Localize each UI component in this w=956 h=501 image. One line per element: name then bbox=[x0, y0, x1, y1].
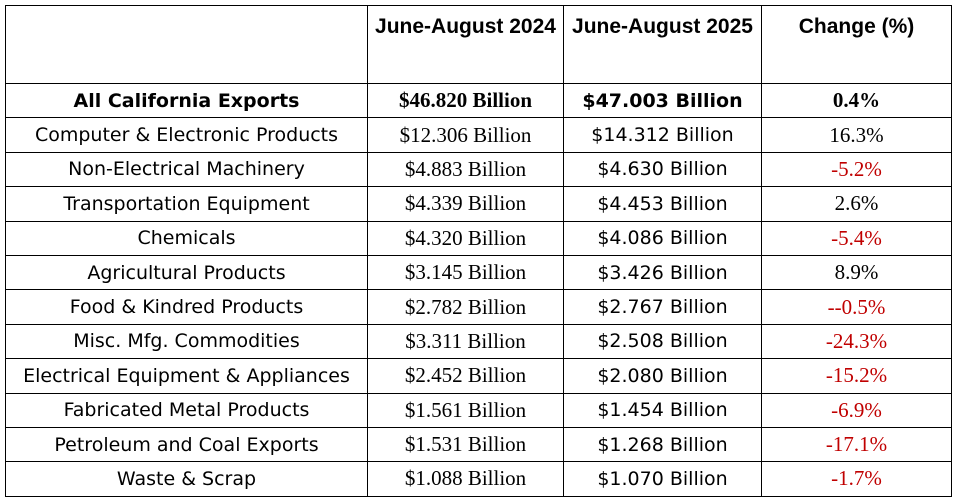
value-2025-cell: $4.630 Billion bbox=[563, 151, 762, 188]
change-cell: 0.4% bbox=[761, 82, 952, 119]
value-2025-cell: $3.426 Billion bbox=[563, 254, 762, 291]
category-cell: Fabricated Metal Products bbox=[5, 392, 368, 428]
value-2025-cell: $1.070 Billion bbox=[563, 461, 762, 497]
value-2025-cell: $2.508 Billion bbox=[563, 323, 762, 360]
value-2025-cell: $1.454 Billion bbox=[563, 392, 762, 428]
value-2024-cell: $1.561 Billion bbox=[367, 392, 564, 428]
category-cell: Non-Electrical Machinery bbox=[5, 151, 368, 188]
change-cell: -5.4% bbox=[761, 220, 952, 256]
header-row: June-August 2024 June-August 2025 Change… bbox=[5, 5, 952, 84]
category-cell: Misc. Mfg. Commodities bbox=[5, 323, 368, 360]
value-2024-cell: $4.320 Billion bbox=[367, 220, 564, 256]
value-2024-cell: $1.531 Billion bbox=[367, 426, 564, 463]
header-period-2025: June-August 2025 bbox=[563, 5, 762, 84]
category-cell: Agricultural Products bbox=[5, 254, 368, 291]
category-cell: Waste & Scrap bbox=[5, 461, 368, 497]
table-row: Chemicals $4.320 Billion $4.086 Billion … bbox=[5, 220, 952, 256]
change-cell: -5.2% bbox=[761, 151, 952, 188]
header-period-2024: June-August 2024 bbox=[367, 5, 564, 84]
value-2025-cell: $1.268 Billion bbox=[563, 426, 762, 463]
value-2024-cell: $2.452 Billion bbox=[367, 358, 564, 394]
change-cell: 16.3% bbox=[761, 117, 952, 153]
exports-table: June-August 2024 June-August 2025 Change… bbox=[5, 5, 952, 497]
table-row: Computer & Electronic Products $12.306 B… bbox=[5, 117, 952, 153]
value-2024-cell: $3.311 Billion bbox=[367, 323, 564, 360]
table-row-total: All California Exports $46.820 Billion $… bbox=[5, 82, 952, 119]
value-2024-cell: $46.820 Billion bbox=[367, 82, 564, 119]
change-cell: -17.1% bbox=[761, 426, 952, 463]
category-cell: Petroleum and Coal Exports bbox=[5, 426, 368, 463]
change-cell: -6.9% bbox=[761, 392, 952, 428]
value-2024-cell: $2.782 Billion bbox=[367, 289, 564, 325]
change-cell: 8.9% bbox=[761, 254, 952, 291]
table-row: Misc. Mfg. Commodities $3.311 Billion $2… bbox=[5, 323, 952, 360]
value-2025-cell: $4.086 Billion bbox=[563, 220, 762, 256]
value-2024-cell: $4.339 Billion bbox=[367, 186, 564, 222]
category-cell: Transportation Equipment bbox=[5, 186, 368, 222]
category-cell: All California Exports bbox=[5, 82, 368, 119]
change-cell: -24.3% bbox=[761, 323, 952, 360]
table-row: Fabricated Metal Products $1.561 Billion… bbox=[5, 392, 952, 428]
category-cell: Computer & Electronic Products bbox=[5, 117, 368, 153]
category-cell: Electrical Equipment & Appliances bbox=[5, 358, 368, 394]
table-row: Petroleum and Coal Exports $1.531 Billio… bbox=[5, 426, 952, 463]
value-2024-cell: $1.088 Billion bbox=[367, 461, 564, 497]
value-2024-cell: $3.145 Billion bbox=[367, 254, 564, 291]
value-2025-cell: $2.767 Billion bbox=[563, 289, 762, 325]
category-cell: Chemicals bbox=[5, 220, 368, 256]
change-cell: -1.7% bbox=[761, 461, 952, 497]
value-2025-cell: $47.003 Billion bbox=[563, 82, 762, 119]
value-2025-cell: $14.312 Billion bbox=[563, 117, 762, 153]
change-cell: 2.6% bbox=[761, 186, 952, 222]
value-2024-cell: $4.883 Billion bbox=[367, 151, 564, 188]
value-2024-cell: $12.306 Billion bbox=[367, 117, 564, 153]
change-cell: -15.2% bbox=[761, 358, 952, 394]
value-2025-cell: $4.453 Billion bbox=[563, 186, 762, 222]
table-row: Non-Electrical Machinery $4.883 Billion … bbox=[5, 151, 952, 188]
value-2025-cell: $2.080 Billion bbox=[563, 358, 762, 394]
table-row: Waste & Scrap $1.088 Billion $1.070 Bill… bbox=[5, 461, 952, 497]
table-row: Transportation Equipment $4.339 Billion … bbox=[5, 186, 952, 222]
change-cell: --0.5% bbox=[761, 289, 952, 325]
header-change: Change (%) bbox=[761, 5, 952, 84]
category-cell: Food & Kindred Products bbox=[5, 289, 368, 325]
header-category bbox=[5, 5, 368, 84]
table-row: Electrical Equipment & Appliances $2.452… bbox=[5, 358, 952, 394]
table-row: Food & Kindred Products $2.782 Billion $… bbox=[5, 289, 952, 325]
table-row: Agricultural Products $3.145 Billion $3.… bbox=[5, 254, 952, 291]
